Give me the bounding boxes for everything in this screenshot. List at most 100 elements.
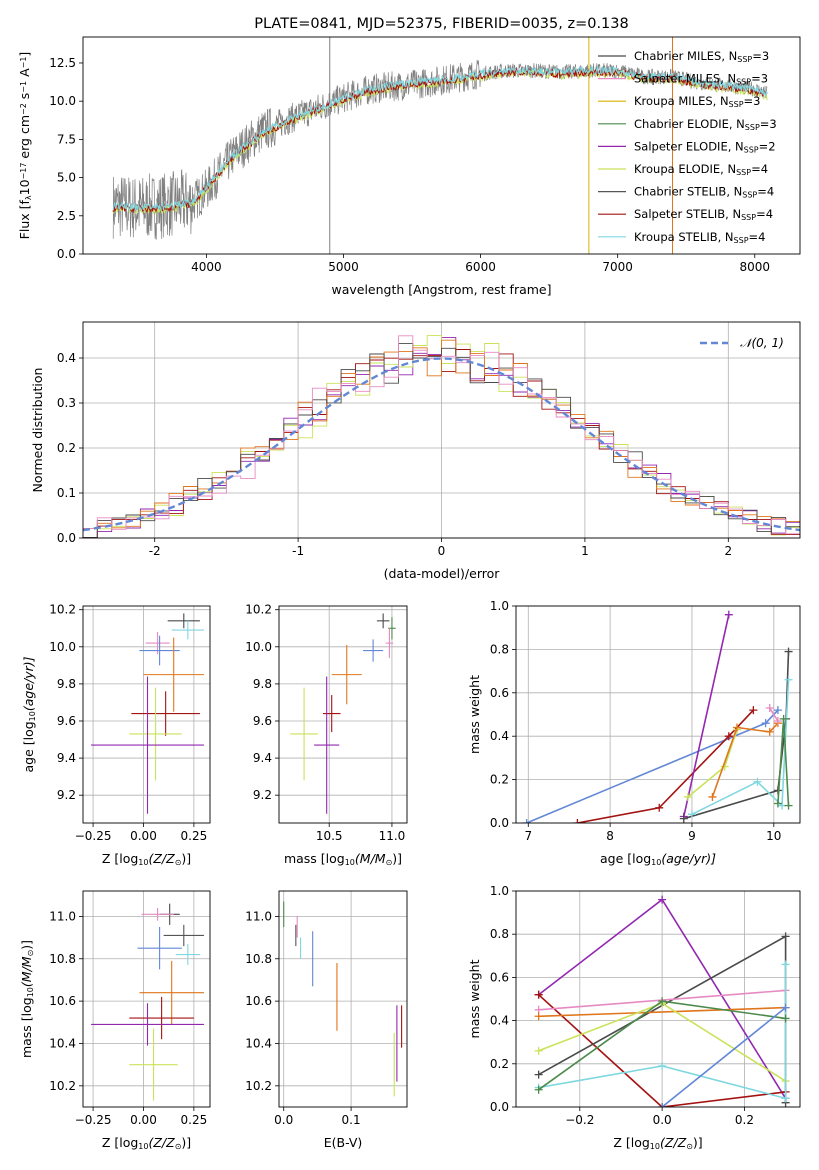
y-tick-label: 12.5	[49, 56, 76, 70]
y-tick-label: 0.4	[490, 729, 509, 743]
axes-spectrum: 4000 5000 6000 7000 8000 0.0 2.5 5.0 7.5 10.0 12.5…	[17, 16, 801, 297]
weight-marker	[779, 714, 788, 723]
y-tick-label: 10.8	[245, 952, 272, 966]
y-tick-label: 0.2	[490, 1057, 509, 1071]
axes-residuals: -2 -1 0 1 2 0.0 0.1 0.2 0.3 0.4 (data-model)/error…	[30, 321, 801, 581]
label-part: 10	[138, 858, 148, 867]
x-tick-label: 7	[524, 829, 532, 843]
weight-marker	[573, 819, 582, 823]
legend-sub: SSP	[734, 236, 749, 245]
weight-marker	[753, 777, 762, 786]
weight-marker	[784, 675, 793, 684]
legend-name: Salpeter ELODIE, N	[634, 139, 744, 153]
label-part: (age/yr)]	[661, 851, 716, 866]
x-axis-label: E(B-V)	[324, 1135, 363, 1150]
legend-name: Salpeter STELIB, N	[634, 207, 741, 221]
axes-weight-vs-Z: −0.2 0.0 0.2 0.0 0.2 0.4 0.6 0.8 1.0 Z [log10(Z/Z…	[467, 884, 801, 1151]
x-tick-label: 11.0	[379, 829, 406, 843]
legend-value: =3	[760, 117, 777, 131]
plot-area-weight-vs-age	[522, 610, 793, 823]
y-tick-label: 0.3	[57, 396, 76, 410]
weight-series	[683, 651, 790, 820]
weight-marker	[781, 1003, 790, 1012]
label-part: −1	[19, 57, 28, 69]
label-part: mass [log	[284, 851, 345, 866]
y-tick-label: 9.8	[253, 677, 272, 691]
x-tick-label: 4000	[191, 260, 222, 274]
y-tick-label: 0.0	[57, 531, 76, 545]
legend-label: Chabrier STELIB, NSSP=4	[634, 185, 774, 200]
x-tick-label: 10.5	[316, 829, 343, 843]
y-tick-label: 10.6	[49, 994, 76, 1008]
y-tick-label: 10.2	[49, 603, 76, 617]
y-tick-label: 10.4	[245, 1036, 272, 1050]
weight-marker	[784, 647, 793, 656]
legend-sub: SSP	[745, 123, 760, 132]
weight-series	[769, 707, 779, 722]
label-part: −2	[19, 103, 28, 115]
legend-label: Salpeter ELODIE, NSSP=2	[634, 139, 776, 154]
x-axis-label: Z [log10(Z/Z⊙)]	[102, 851, 191, 867]
weight-marker	[534, 1012, 543, 1021]
y-tick-label: 0.2	[57, 441, 76, 455]
y-tick-label: 10.0	[49, 94, 76, 108]
y-tick-label: 0.4	[57, 351, 76, 365]
chart-title: PLATE=0841, MJD=52375, FIBERID=0035, z=0…	[254, 16, 628, 32]
weight-series	[661, 1006, 787, 1107]
label-part: ⊙	[175, 858, 182, 867]
x-tick-label: 8	[606, 829, 614, 843]
legend-sub: SSP	[742, 191, 757, 200]
legend-sub: SSP	[736, 168, 751, 177]
y-tick-label: 0.2	[490, 773, 509, 787]
y-tick-label: 9.6	[253, 714, 272, 728]
label-part: erg cm	[17, 115, 32, 163]
residual-histogram	[83, 335, 800, 535]
weight-marker	[534, 1085, 543, 1094]
weight-marker	[655, 803, 664, 812]
axes-frame	[82, 36, 801, 255]
label-part: 10	[26, 987, 35, 997]
y-axis-label: Flux [fλ10−17 erg cm−2 s−1 A−1]	[17, 52, 33, 240]
label-part: age [log	[21, 721, 36, 772]
legend-sub: SSP	[737, 55, 752, 64]
label-part: 10	[138, 1142, 148, 1151]
label-part: Z [log	[102, 851, 138, 866]
axes-frame	[82, 890, 211, 1108]
x-tick-label: 8000	[739, 260, 770, 274]
y-tick-label: 1.0	[490, 599, 509, 613]
weight-marker	[724, 610, 733, 619]
legend-sub: SSP	[741, 213, 756, 222]
axes-mass-vs-ebv: 0.0 0.1 10.2 10.4 10.6 10.8 11.0 E(B-V)	[245, 890, 408, 1150]
label-part: )]	[181, 1135, 191, 1150]
y-tick-label: 9.8	[57, 677, 76, 691]
legend-name: Chabrier ELODIE, N	[634, 117, 745, 131]
x-tick-label: 0.1	[342, 1113, 361, 1127]
weight-marker	[781, 932, 790, 941]
x-axis-label: wavelength [Angstrom, rest frame]	[331, 282, 551, 297]
legend-label: Kroupa MILES, NSSP=3	[634, 94, 760, 109]
weight-marker	[784, 801, 793, 810]
label-part: )]	[392, 851, 402, 866]
x-tick-label: 0.00	[130, 1113, 157, 1127]
model-spectrum	[112, 64, 768, 212]
weight-marker	[658, 895, 667, 904]
x-tick-label: −0.25	[75, 829, 112, 843]
weight-marker	[534, 990, 543, 999]
y-tick-label: 0.8	[490, 642, 509, 656]
y-tick-label: 9.2	[57, 788, 76, 802]
weight-series	[538, 994, 786, 1107]
axes-frame	[515, 890, 801, 1108]
label-part: −1	[19, 81, 28, 93]
axes-frame	[515, 605, 801, 824]
legend-name: Kroupa STELIB, N	[634, 230, 734, 244]
plots-layer: 4000 5000 6000 7000 80000.02.55.07.510.012.5…	[17, 16, 801, 1151]
label-part: ⊙	[386, 858, 393, 867]
x-tick-label: 6000	[465, 260, 496, 274]
x-tick-label: 9	[688, 829, 696, 843]
y-tick-label: 10.2	[49, 1079, 76, 1093]
weight-marker	[773, 706, 782, 715]
label-part: (Z/Z	[148, 1135, 175, 1150]
label-part: ⊙	[686, 1142, 693, 1151]
weight-marker	[781, 1094, 790, 1103]
